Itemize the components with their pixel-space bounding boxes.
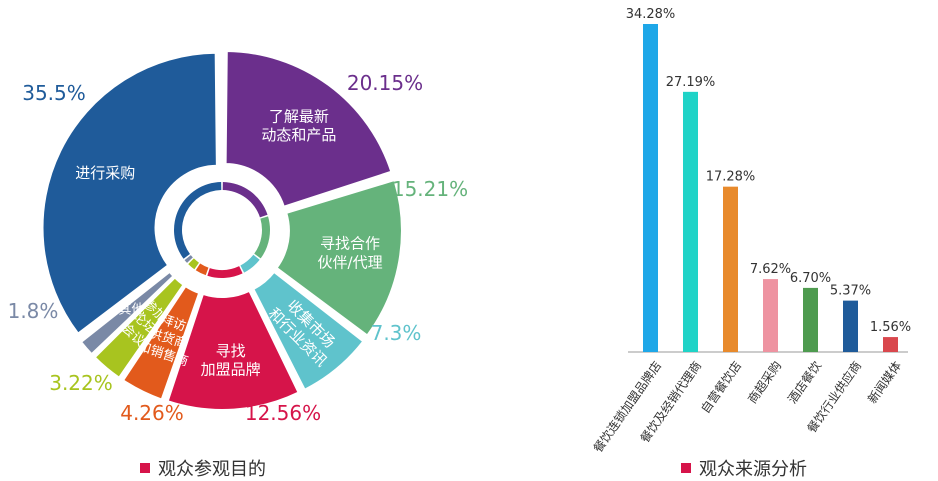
donut-value-label: 15.21% bbox=[392, 177, 468, 201]
donut-legend-label: 观众参观目的 bbox=[158, 459, 266, 480]
donut-value-label: 1.8% bbox=[8, 299, 59, 323]
donut-inner-ring-segment bbox=[184, 255, 193, 263]
donut-slice-label-line: 动态和产品 bbox=[261, 126, 336, 144]
donut-slice bbox=[121, 284, 201, 401]
donut-slice bbox=[166, 289, 300, 411]
donut-slice-label-line: 伙伴/代理 bbox=[318, 253, 383, 271]
donut-slice-label-line: 加盟品牌 bbox=[201, 361, 261, 379]
donut-inner-ring-segment bbox=[207, 266, 243, 279]
donut-inner-ring-segment bbox=[254, 216, 271, 259]
donut-legend: 观众参观目的 bbox=[140, 455, 266, 481]
bar-legend: 观众来源分析 bbox=[681, 455, 807, 481]
bar-value-label: 27.19% bbox=[666, 75, 716, 90]
donut-inner-ring-segment bbox=[222, 182, 268, 218]
donut-value-label: 20.15% bbox=[347, 71, 423, 95]
donut-inner-ring-segment bbox=[240, 254, 260, 273]
bar-category-label: 自营餐饮店 bbox=[697, 358, 744, 416]
bar-legend-label: 观众来源分析 bbox=[699, 459, 807, 480]
donut-value-label: 12.56% bbox=[245, 401, 321, 425]
donut-slice bbox=[252, 270, 365, 392]
donut-slice-label-line: 进行采购 bbox=[75, 164, 135, 182]
bar-category-label: 酒店餐饮 bbox=[784, 358, 824, 406]
bar-value-label: 7.62% bbox=[750, 262, 791, 277]
bar-category-label: 商超采购 bbox=[744, 358, 784, 406]
donut-slice bbox=[93, 276, 185, 380]
donut-slice-group: 了解最新动态和产品 bbox=[222, 49, 393, 218]
donut-slice-group: 寻找加盟品牌 bbox=[166, 266, 300, 411]
donut-slice bbox=[224, 49, 393, 209]
donut-slice-label: 了解最新动态和产品 bbox=[261, 107, 336, 144]
donut-slice bbox=[275, 178, 403, 337]
donut-slice-group: 拜访供货商和销售商 bbox=[121, 263, 209, 401]
bar bbox=[763, 279, 778, 352]
bar-category-label: 新闻媒体 bbox=[864, 358, 904, 406]
donut-slice bbox=[79, 270, 175, 356]
donut-inner-ring-segment bbox=[188, 258, 199, 270]
donut-legend-swatch bbox=[140, 463, 150, 473]
donut-slice-label: 其他 bbox=[118, 302, 144, 317]
donut-value-label: 4.26% bbox=[120, 401, 184, 425]
donut-inner-ring-segment bbox=[173, 182, 222, 259]
bar bbox=[883, 337, 898, 352]
bar bbox=[723, 186, 738, 352]
bar bbox=[643, 24, 658, 352]
donut-value-label: 7.3% bbox=[371, 321, 422, 345]
donut-slice-label: 寻找加盟品牌 bbox=[201, 342, 261, 379]
bar-value-label: 1.56% bbox=[870, 320, 911, 335]
donut-slice-group: 参加论坛会议 bbox=[93, 258, 199, 380]
bar-legend-swatch bbox=[681, 463, 691, 473]
donut-slice-label: 进行采购 bbox=[75, 164, 135, 182]
donut-inner-ring-segment bbox=[195, 263, 209, 276]
bar bbox=[803, 287, 818, 352]
donut-value-label: 3.22% bbox=[49, 371, 113, 395]
bar-value-label: 5.37% bbox=[830, 284, 871, 299]
bar bbox=[683, 91, 698, 352]
donut-slice-label-line: 其他 bbox=[118, 302, 144, 317]
donut-slice bbox=[41, 51, 218, 336]
donut-value-label: 35.5% bbox=[22, 81, 86, 105]
donut-slice-label-line: 了解最新 bbox=[269, 107, 329, 125]
bar bbox=[843, 300, 858, 352]
donut-slice-label-line: 寻找 bbox=[216, 342, 246, 360]
bar-value-label: 34.28% bbox=[626, 7, 676, 22]
donut-slice-group: 寻找合作伙伴/代理 bbox=[254, 178, 403, 337]
donut-slice-label-line: 寻找合作 bbox=[320, 235, 380, 253]
bar-value-label: 17.28% bbox=[706, 170, 756, 185]
donut-slice-group: 其他 bbox=[79, 255, 193, 356]
donut-slice-group: 进行采购 bbox=[41, 51, 222, 336]
bar-chart: 34.28%餐饮连锁加盟品牌店27.19%餐饮及经销代理商17.28%自营餐饮店… bbox=[590, 7, 911, 455]
bar-category-label: 餐饮连锁加盟品牌店 bbox=[590, 358, 664, 455]
donut-slice-label: 寻找合作伙伴/代理 bbox=[318, 235, 383, 272]
bar-value-label: 6.70% bbox=[790, 271, 831, 286]
